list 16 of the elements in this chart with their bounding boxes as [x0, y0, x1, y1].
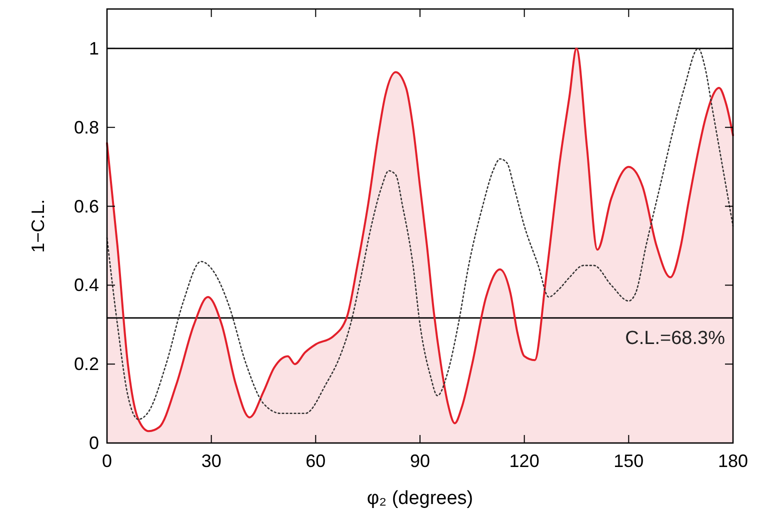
y-axis-title: 1−C.L. [28, 199, 48, 253]
x-tick-label: 150 [614, 451, 644, 471]
x-tick-label: 180 [718, 451, 748, 471]
y-tick-label: 0 [88, 433, 99, 453]
x-tick-label: 120 [509, 451, 540, 471]
y-tick-label: 0.8 [74, 117, 99, 138]
x-tick-label: 0 [102, 451, 112, 471]
x-tick-label: 60 [306, 451, 326, 471]
annotation: C.L.=68.3% [625, 328, 726, 349]
y-tick-label: 0.4 [74, 275, 99, 296]
x-tick-label: 90 [410, 451, 430, 471]
y-tick-label: 0.2 [74, 354, 99, 374]
x-tick-label: 30 [201, 451, 222, 471]
y-tick-label: 0.6 [74, 196, 99, 216]
y-tick-label: 1 [88, 38, 99, 58]
x-axis-title: φ₂ (degrees) [366, 488, 474, 509]
